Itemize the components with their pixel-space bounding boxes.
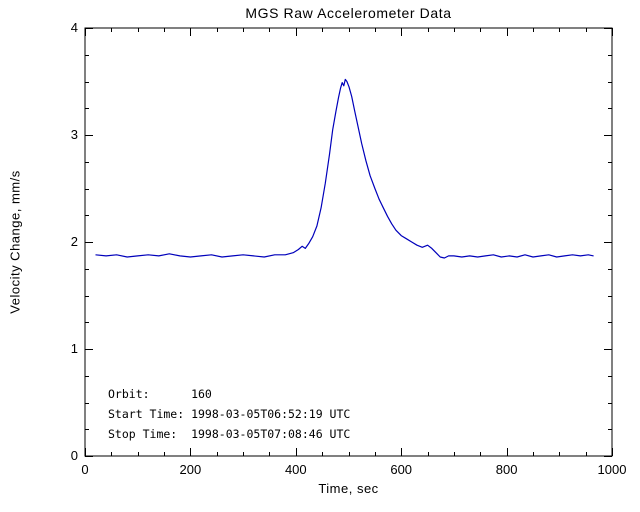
annotation-orbit: Orbit: 160 [108, 387, 212, 401]
svg-text:200: 200 [180, 462, 202, 477]
svg-text:1000: 1000 [598, 462, 627, 477]
svg-text:600: 600 [390, 462, 412, 477]
annotation-block: Orbit: 160 Start Time: 1998-03-05T06:52:… [108, 384, 350, 444]
annotation-start-time: Start Time: 1998-03-05T06:52:19 UTC [108, 407, 351, 421]
svg-text:1: 1 [71, 341, 78, 356]
x-axis-label: Time, sec [318, 481, 379, 496]
svg-text:800: 800 [496, 462, 518, 477]
annotation-stop-time: Stop Time: 1998-03-05T07:08:46 UTC [108, 427, 351, 441]
svg-text:2: 2 [71, 234, 78, 249]
svg-text:4: 4 [71, 20, 78, 35]
y-axis-label: Velocity Change, mm/s [7, 170, 23, 314]
svg-text:0: 0 [71, 448, 78, 463]
svg-text:400: 400 [285, 462, 307, 477]
svg-text:0: 0 [81, 462, 88, 477]
chart-title: MGS Raw Accelerometer Data [245, 5, 452, 21]
svg-text:3: 3 [71, 127, 78, 142]
